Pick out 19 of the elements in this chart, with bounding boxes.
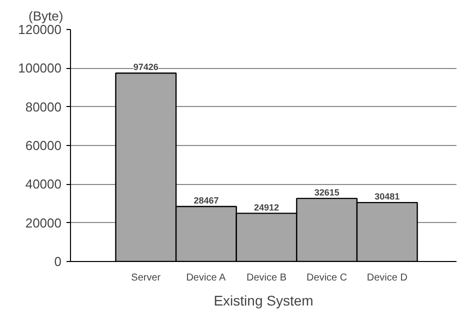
y-tick-label: 20000 <box>25 215 62 230</box>
x-axis-title: Existing System <box>214 292 314 308</box>
data-label: 97426 <box>133 62 158 72</box>
data-label: 24912 <box>254 202 280 212</box>
x-tick-label: Device D <box>366 272 408 284</box>
y-tick-label: 60000 <box>25 138 62 153</box>
x-tick-label: Server <box>131 272 162 284</box>
data-label: 32615 <box>314 187 340 198</box>
x-tick-label: Device A <box>186 272 226 284</box>
y-tick-label: 100000 <box>18 60 62 76</box>
x-tick-label: Device B <box>246 272 287 284</box>
x-tick-label: Device C <box>306 272 348 284</box>
y-tick-label: 0 <box>54 254 62 269</box>
y-tick-label: 80000 <box>25 99 62 114</box>
data-label: 28467 <box>194 195 219 206</box>
y-tick-label: 120000 <box>18 22 62 37</box>
data-label: 30481 <box>374 192 400 202</box>
y-tick-label: 40000 <box>25 176 62 192</box>
y-axis-title: (Byte) <box>28 8 64 24</box>
